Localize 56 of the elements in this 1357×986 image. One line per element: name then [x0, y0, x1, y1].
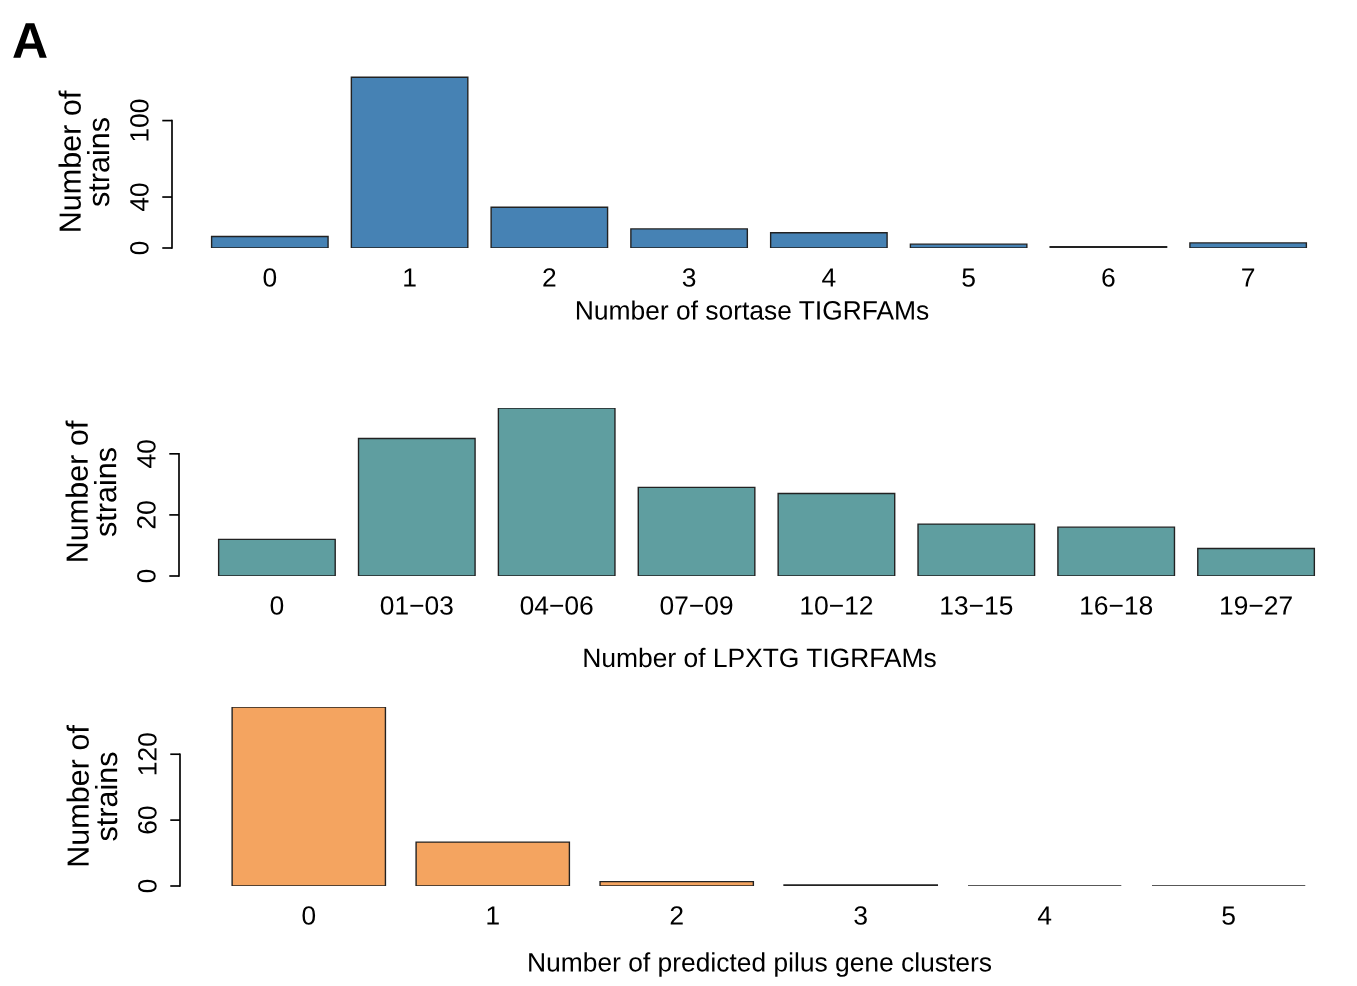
x-tick-label: 5 [962, 268, 975, 287]
x-tick-label: 3 [682, 268, 696, 287]
bar [769, 232, 888, 248]
y-tick-label: 0 [130, 241, 149, 255]
y-tick-label: 120 [138, 733, 157, 775]
bar [1197, 547, 1316, 576]
x-tick-label: 1 [404, 268, 416, 287]
bar [917, 523, 1036, 576]
y-axis-title: Number of strains [65, 420, 117, 561]
x-tick-label: 6 [1102, 268, 1115, 287]
x-tick-label: 01−03 [380, 596, 453, 615]
x-tick-label: 2 [670, 906, 683, 925]
x-tick-label: 3 [854, 906, 867, 925]
x-tick-label: 1 [487, 906, 499, 925]
bar [415, 841, 571, 886]
x-tick-label: 04−06 [520, 596, 593, 615]
x-tick-label: 07−09 [660, 596, 733, 615]
bar [217, 538, 336, 576]
bar [231, 707, 387, 886]
bar [490, 206, 609, 248]
x-axis-title: Number of LPXTG TIGRFAMs [584, 647, 936, 668]
x-tick-label: 10−12 [801, 596, 873, 615]
x-axis-title: Number of sortase TIGRFAMs [576, 300, 929, 320]
x-tick-label: 0 [270, 596, 284, 615]
bar [599, 880, 755, 886]
y-axis-title: Number of strains [66, 725, 118, 866]
x-axis-title: Number of predicted pilus gene clusters [529, 952, 992, 977]
bar [357, 437, 476, 576]
y-tick-label: 20 [137, 501, 156, 529]
x-tick-label: 0 [302, 906, 316, 925]
bar [909, 243, 1028, 248]
y-tick-label: 60 [138, 806, 157, 834]
x-tick-label: 2 [543, 268, 556, 287]
bar [497, 408, 616, 576]
x-tick-label: 5 [1222, 906, 1235, 925]
y-tick-label: 0 [138, 879, 157, 893]
bar [1057, 526, 1176, 576]
y-axis-title: Number of strains [58, 90, 110, 231]
x-tick-label: 16−18 [1081, 596, 1153, 615]
x-tick-label: 19−27 [1221, 596, 1292, 615]
text: A [13, 23, 47, 58]
bar [630, 228, 749, 248]
x-tick-label: 4 [822, 268, 836, 287]
x-tick-label: 7 [1242, 268, 1255, 287]
y-tick-label: 100 [130, 99, 149, 141]
y-tick-label: 0 [137, 569, 156, 583]
bar [1189, 242, 1308, 248]
y-tick-label: 40 [137, 440, 156, 468]
x-tick-label: 4 [1037, 906, 1052, 925]
bar [350, 76, 469, 248]
x-tick-label: 13−15 [941, 596, 1013, 615]
x-tick-label: 0 [263, 268, 277, 287]
bar [637, 486, 756, 576]
bar [777, 492, 896, 576]
y-tick-label: 40 [130, 183, 149, 212]
bar [210, 235, 329, 248]
